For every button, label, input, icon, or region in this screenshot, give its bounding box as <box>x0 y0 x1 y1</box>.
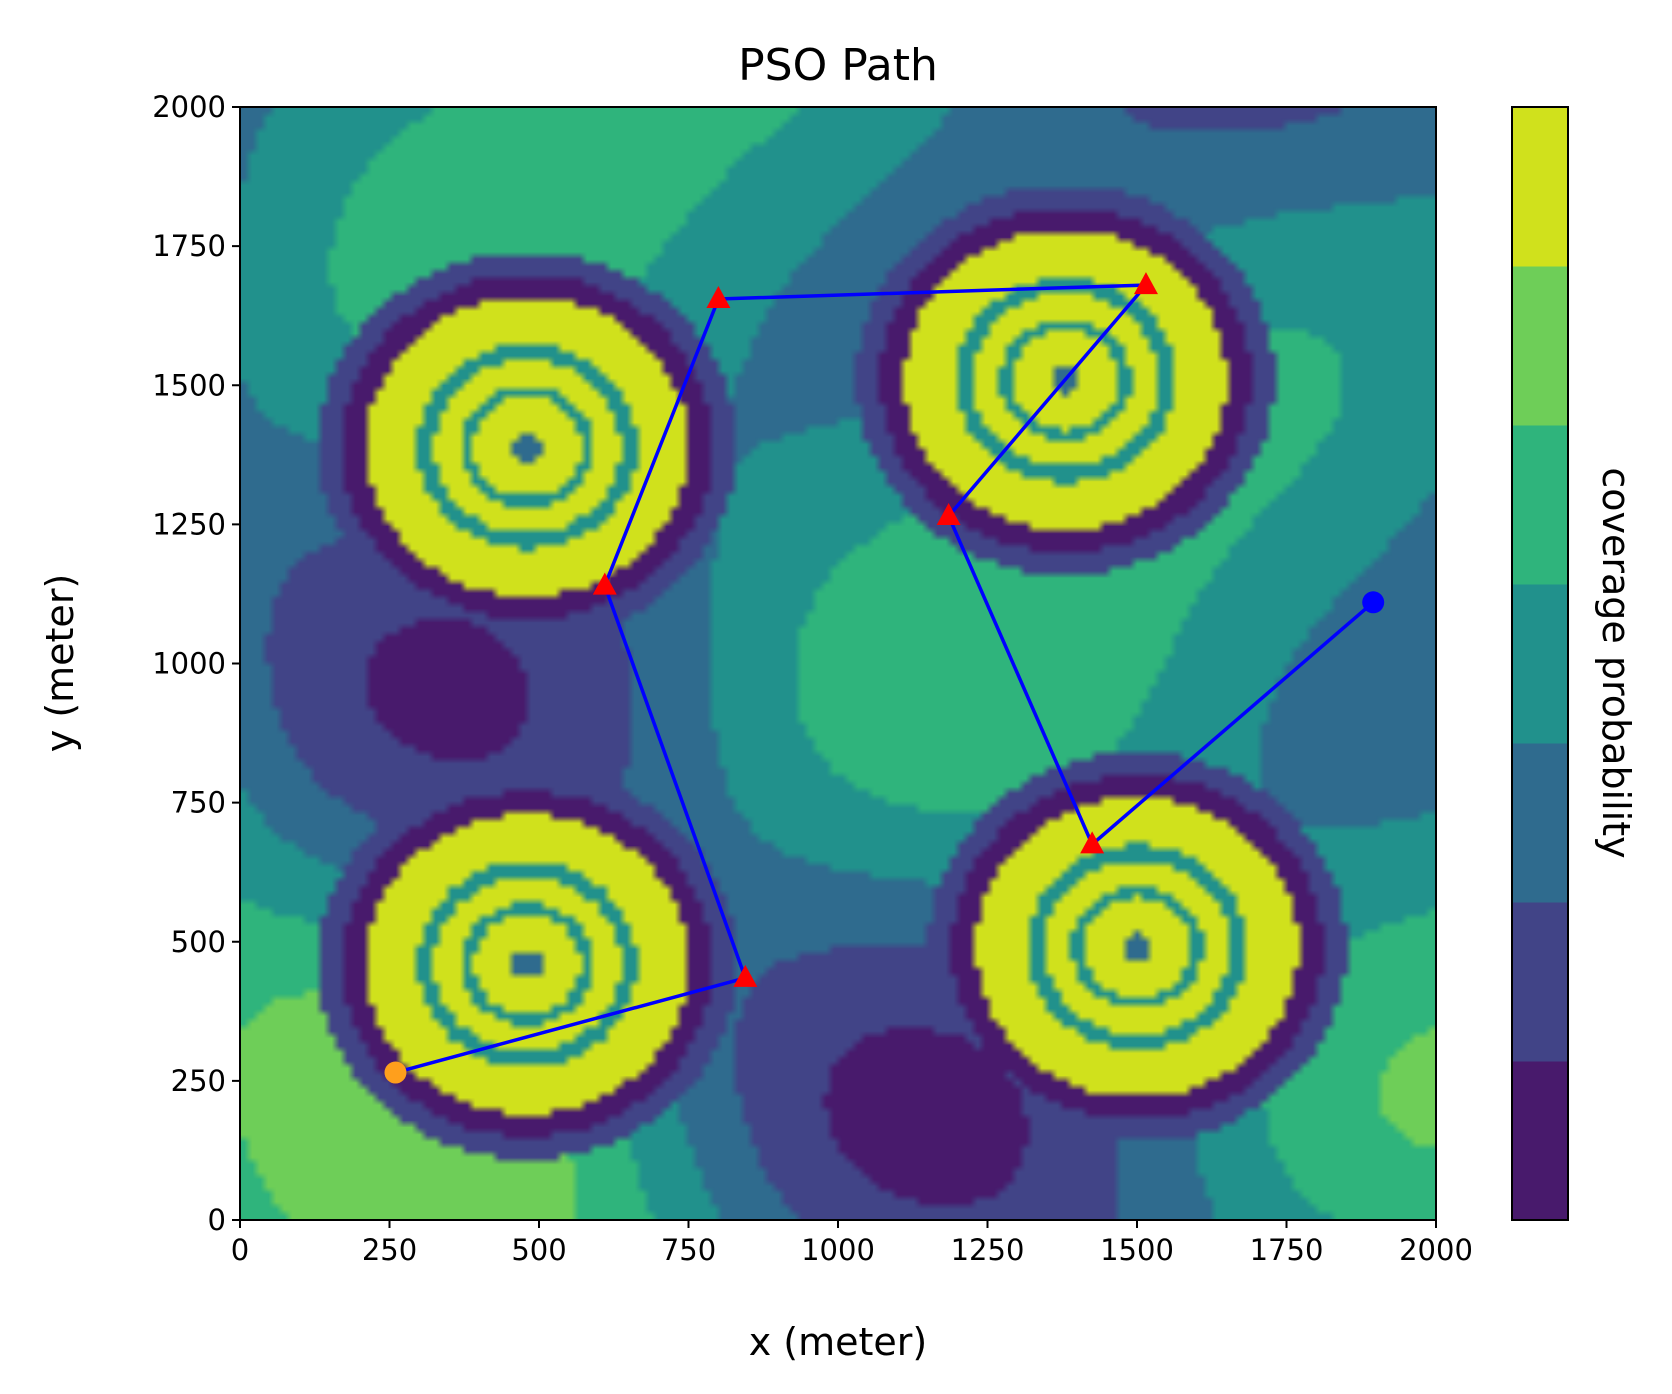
x-tick-label: 1750 <box>1250 1233 1324 1267</box>
y-tick-label: 1250 <box>152 507 226 541</box>
x-tick-label: 0 <box>231 1233 249 1267</box>
axis-ticks: 0 250 500 750 1000 1250 1500 1750 2000 0 250 500 750… <box>152 90 1473 1267</box>
contour-field <box>240 107 1436 1220</box>
waypoint-marker <box>592 572 617 595</box>
x-axis-label: x (meter) <box>749 1320 928 1364</box>
colorbar <box>1511 106 1569 1221</box>
waypoint-marker <box>706 285 731 308</box>
colorbar-segment <box>1512 584 1568 744</box>
y-tick-label: 1000 <box>152 647 226 681</box>
start-marker <box>384 1061 407 1084</box>
colorbar-segment <box>1512 266 1568 426</box>
waypoint-marker <box>1133 272 1158 295</box>
y-tick-label: 1750 <box>152 229 226 263</box>
y-tick-label: 750 <box>171 786 226 820</box>
y-axis-label: y (meter) <box>38 574 82 753</box>
colorbar-segment <box>1512 107 1568 267</box>
coverage-contour <box>240 107 1436 1220</box>
colorbar-label: coverage probability <box>1594 467 1638 858</box>
chart-title: PSO Path <box>738 40 938 91</box>
path-line <box>395 283 1375 1075</box>
y-tick-label: 250 <box>171 1064 226 1098</box>
pso-path <box>384 272 1385 1084</box>
y-tick-label: 0 <box>208 1203 226 1237</box>
x-tick-label: 250 <box>362 1233 417 1267</box>
x-tick-label: 1250 <box>951 1233 1025 1267</box>
colorbar-segment <box>1512 1061 1568 1221</box>
y-tick-label: 500 <box>171 925 226 959</box>
x-tick-label: 1500 <box>1100 1233 1174 1267</box>
colorbar-frame <box>1511 106 1569 1221</box>
waypoint-marker <box>1080 831 1105 854</box>
y-tick-label: 1500 <box>152 368 226 402</box>
x-tick-label: 750 <box>661 1233 716 1267</box>
colorbar-segment <box>1512 902 1568 1062</box>
end-marker <box>1362 591 1385 614</box>
x-tick-label: 500 <box>511 1233 566 1267</box>
waypoint-marker <box>936 503 961 526</box>
x-tick-label: 1000 <box>801 1233 875 1267</box>
colorbar-segment <box>1512 743 1568 903</box>
waypoint-marker <box>733 964 758 987</box>
colorbar-segment <box>1512 425 1568 585</box>
y-tick-label: 2000 <box>152 90 226 124</box>
x-tick-label: 2000 <box>1399 1233 1473 1267</box>
